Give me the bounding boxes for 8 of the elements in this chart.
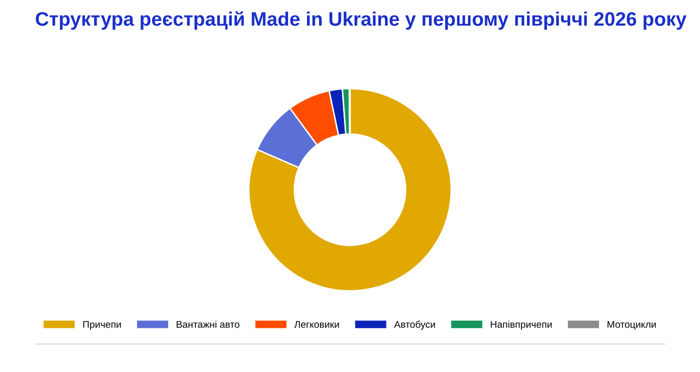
legend-label: Вантажні авто	[176, 320, 240, 328]
legend-label: Причепи	[83, 321, 121, 330]
chart-title: Структура реєстрацій Made in Ukraine у першому півріччі 2026 року	[36, 11, 686, 30]
donut-slice	[248, 88, 452, 292]
legend-label: Мотоцикли	[608, 321, 656, 330]
legend-label: Напівпричепи	[490, 320, 552, 330]
legend-label: Автобуси	[394, 320, 435, 330]
legend-label: Легковики	[294, 321, 339, 328]
